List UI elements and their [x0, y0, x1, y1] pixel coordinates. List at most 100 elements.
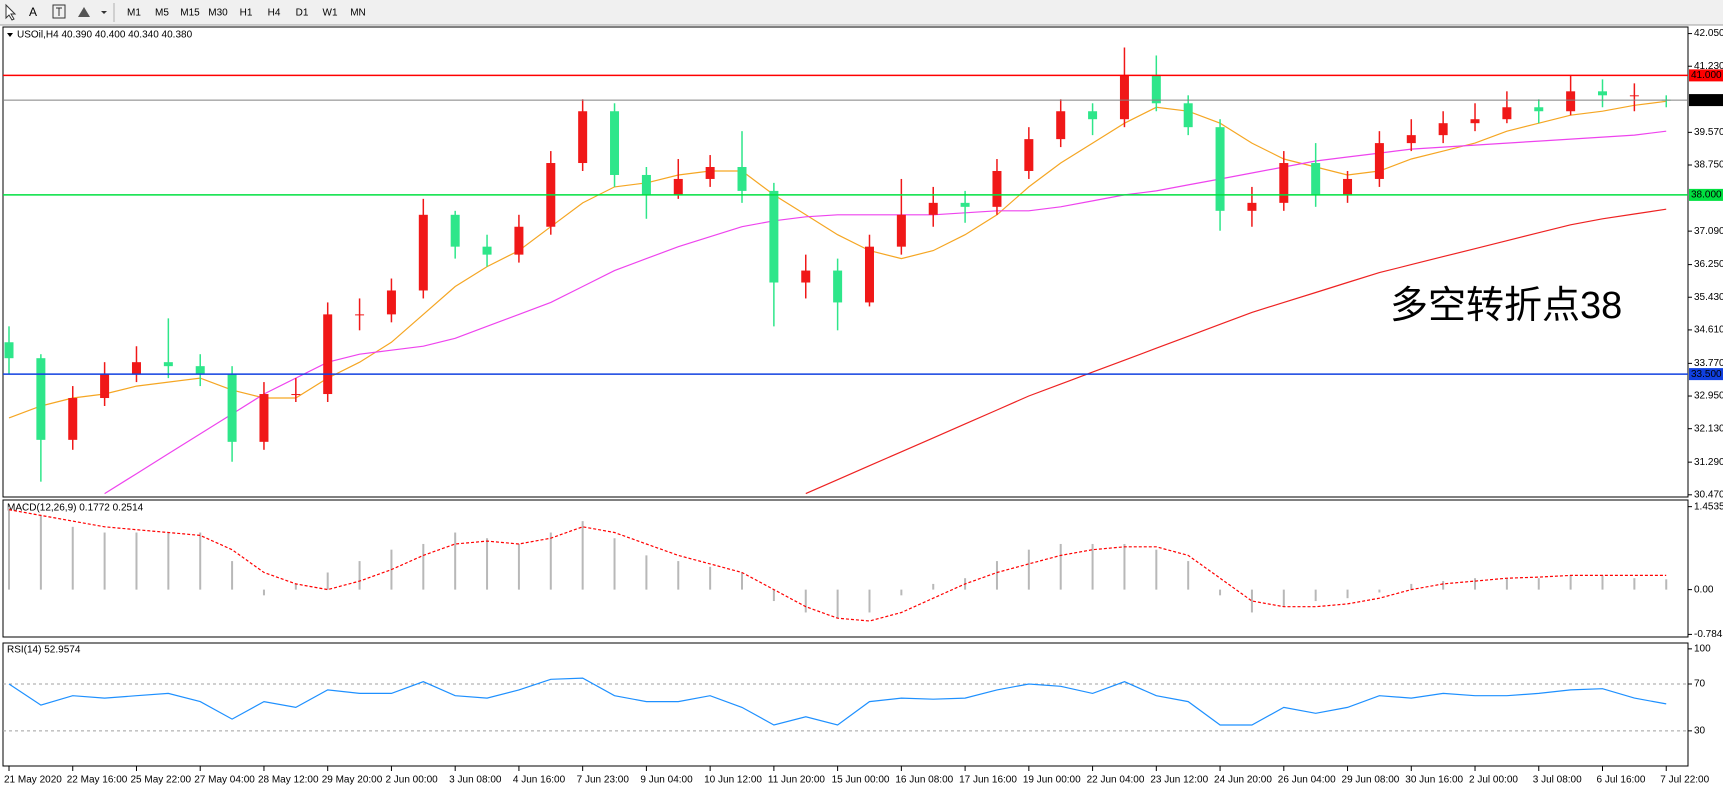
x-tick-label: 24 Jun 20:00: [1214, 775, 1272, 786]
y-tick-label: 34.610: [1694, 325, 1723, 336]
y-tick-label: 31.290: [1694, 457, 1723, 468]
moving-average: [104, 130, 1667, 495]
candle-body: [1343, 178, 1353, 195]
candle-body: [896, 214, 906, 247]
level-label: 38.000: [1691, 190, 1722, 201]
y-tick-label: 32.130: [1694, 423, 1723, 434]
y-tick-label: 39.570: [1694, 127, 1723, 138]
x-tick-label: 2 Jun 00:00: [385, 775, 438, 786]
candle-body: [68, 398, 78, 440]
level-label: 40.380: [1691, 95, 1722, 106]
candle-body: [705, 167, 715, 179]
x-tick-label: 22 May 16:00: [67, 775, 128, 786]
x-tick-label: 9 Jun 04:00: [640, 775, 693, 786]
y-tick-label: 37.090: [1694, 226, 1723, 237]
x-tick-label: 4 Jun 16:00: [513, 775, 566, 786]
candle-body: [195, 366, 205, 375]
text-icon: [52, 4, 66, 19]
x-tick-label: 27 May 04:00: [194, 775, 255, 786]
timeframe-button[interactable]: M30: [208, 8, 228, 19]
level-label-box: [1689, 94, 1723, 107]
candle-body: [673, 178, 683, 195]
candle-body: [641, 174, 651, 195]
candle-body: [1374, 143, 1384, 179]
timeframe-button[interactable]: H1: [240, 8, 253, 19]
timeframe-button[interactable]: MN: [350, 8, 366, 19]
candle-body: [1598, 91, 1607, 96]
candle-body: [737, 167, 747, 191]
candle-body: [1119, 75, 1129, 120]
candle-body: [864, 246, 874, 303]
candle-body: [386, 290, 396, 315]
timeframe-button[interactable]: M15: [180, 8, 200, 19]
text-button[interactable]: [52, 4, 66, 19]
menu-arrow[interactable]: [7, 33, 13, 37]
font-button[interactable]: A: [29, 5, 37, 19]
moving-average: [8, 100, 1667, 419]
candle-body: [1215, 127, 1225, 211]
level-label: 33.500: [1691, 369, 1722, 380]
x-tick-label: 3 Jun 08:00: [449, 775, 502, 786]
candle-body: [291, 394, 301, 396]
candle-body: [1534, 107, 1544, 112]
level-label-box: [1689, 69, 1723, 82]
y-tick-label: 38.750: [1694, 160, 1723, 171]
toolbar: [0, 0, 1723, 25]
shapes-icon: [78, 7, 90, 17]
x-tick-label: 26 Jun 04:00: [1278, 775, 1336, 786]
candle-body: [1470, 119, 1480, 124]
candle-body: [163, 362, 173, 367]
y-tick-label: 1.4535: [1694, 501, 1723, 512]
x-tick-label: 19 Jun 00:00: [1023, 775, 1081, 786]
y-tick-label: 35.430: [1694, 292, 1723, 303]
candle-body: [928, 202, 938, 215]
x-tick-label: 21 May 2020: [4, 775, 62, 786]
candle-body: [1279, 163, 1289, 203]
x-tick-label: 30 Jun 16:00: [1405, 775, 1463, 786]
x-tick-label: 3 Jul 08:00: [1533, 775, 1582, 786]
y-tick-label: 0.00: [1694, 584, 1714, 595]
timeframe-button[interactable]: H4: [268, 8, 281, 19]
timeframe-button[interactable]: M5: [155, 8, 169, 19]
candle-body: [36, 358, 46, 440]
moving-average: [805, 208, 1667, 495]
x-tick-label: 16 Jun 08:00: [895, 775, 953, 786]
text-icon-t: [56, 7, 62, 16]
x-tick-label: 29 May 20:00: [322, 775, 383, 786]
cursor-button[interactable]: [5, 3, 17, 21]
candle-body: [1311, 163, 1321, 195]
candle-body: [1406, 135, 1416, 144]
y-tick-label: 32.950: [1694, 391, 1723, 402]
candle-body: [1438, 123, 1448, 136]
level-label-box: [1689, 368, 1723, 381]
level-label: 41.000: [1691, 70, 1722, 81]
x-tick-label: 22 Jun 04:00: [1087, 775, 1145, 786]
timeframe-button[interactable]: D1: [296, 8, 309, 19]
x-tick-label: 29 Jun 08:00: [1342, 775, 1400, 786]
x-tick-label: 7 Jun 23:00: [577, 775, 630, 786]
candle-body: [992, 170, 1002, 207]
cursor-icon: [5, 3, 17, 21]
candle-body: [323, 314, 333, 395]
y-tick-label: -0.7845: [1694, 629, 1723, 640]
y-tick-label: 30: [1694, 725, 1706, 736]
timeframe-button[interactable]: M1: [127, 8, 141, 19]
candle-body: [1247, 202, 1257, 211]
main-panel: [2, 26, 1689, 498]
candle-body: [100, 374, 110, 399]
x-tick-label: 11 Jun 20:00: [768, 775, 826, 786]
x-tick-label: 15 Jun 00:00: [832, 775, 890, 786]
y-tick-label: 70: [1694, 679, 1706, 690]
x-tick-label: 28 May 12:00: [258, 775, 319, 786]
x-tick-label: 25 May 22:00: [130, 775, 191, 786]
candle-body: [1502, 107, 1512, 120]
y-tick-label: 41.230: [1694, 61, 1723, 72]
candle-body: [1088, 111, 1098, 120]
candle-body: [578, 111, 588, 164]
candle-body: [1056, 111, 1066, 140]
shapes-button[interactable]: [78, 7, 107, 17]
timeframe-button[interactable]: W1: [323, 8, 338, 19]
candle-body: [1024, 139, 1034, 171]
